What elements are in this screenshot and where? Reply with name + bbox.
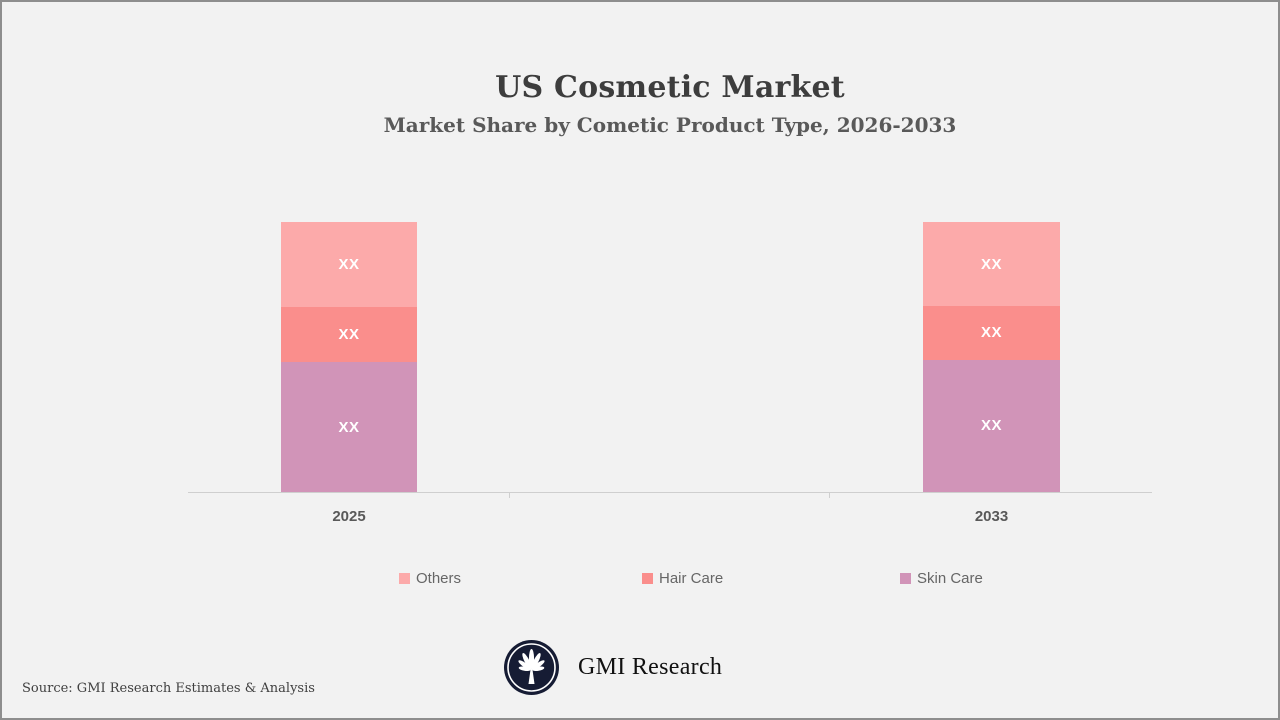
stacked-bar-2025[interactable]: XX XX XX — [281, 222, 417, 492]
bar-segment-hair-care[interactable]: XX — [923, 305, 1060, 360]
legend-label: Others — [416, 570, 462, 587]
bar-segment-skin-care[interactable]: XX — [281, 362, 417, 492]
bar-segment-others[interactable]: XX — [281, 222, 417, 308]
legend-swatch-others — [399, 573, 410, 584]
source-note: Source: GMI Research Estimates & Analysi… — [22, 681, 315, 696]
stacked-bar-2033[interactable]: XX XX XX — [923, 222, 1060, 492]
bar-segment-others[interactable]: XX — [923, 222, 1060, 306]
chart-subtitle: Market Share by Cometic Product Type, 20… — [383, 113, 957, 137]
gmi-logo-icon — [504, 640, 559, 695]
bar-value-label: XX — [338, 418, 360, 436]
brand-name: GMI Research — [578, 654, 723, 680]
bar-segment-hair-care[interactable]: XX — [281, 307, 417, 363]
legend-label: Hair Care — [659, 570, 724, 587]
legend-swatch-hair-care — [642, 573, 653, 584]
bar-value-label: XX — [338, 326, 360, 344]
legend-swatch-skin-care — [900, 573, 911, 584]
bar-value-label: XX — [980, 417, 1002, 435]
plot-area: XX XX XX XX XX XX 2025 2033 — [188, 222, 1152, 525]
bar-value-label: XX — [980, 255, 1002, 273]
bar-value-label: XX — [980, 324, 1002, 342]
legend-item-hair-care[interactable]: Hair Care — [642, 570, 723, 587]
chart-header: US Cosmetic Market Market Share by Comet… — [188, 70, 1152, 137]
x-axis-label-2025: 2025 — [332, 508, 366, 525]
x-axis-label-2033: 2033 — [974, 508, 1009, 525]
chart-title: US Cosmetic Market — [495, 70, 845, 105]
bar-value-label: XX — [338, 256, 360, 274]
legend-item-skin-care[interactable]: Skin Care — [900, 570, 983, 587]
brand-lockup: GMI Research — [503, 639, 722, 696]
x-axis-tick — [509, 493, 510, 498]
x-axis-line — [188, 492, 1152, 493]
legend-item-others[interactable]: Others — [399, 570, 461, 587]
legend-label: Skin Care — [917, 570, 983, 587]
x-axis-tick — [829, 493, 830, 498]
bar-segment-skin-care[interactable]: XX — [923, 359, 1060, 492]
